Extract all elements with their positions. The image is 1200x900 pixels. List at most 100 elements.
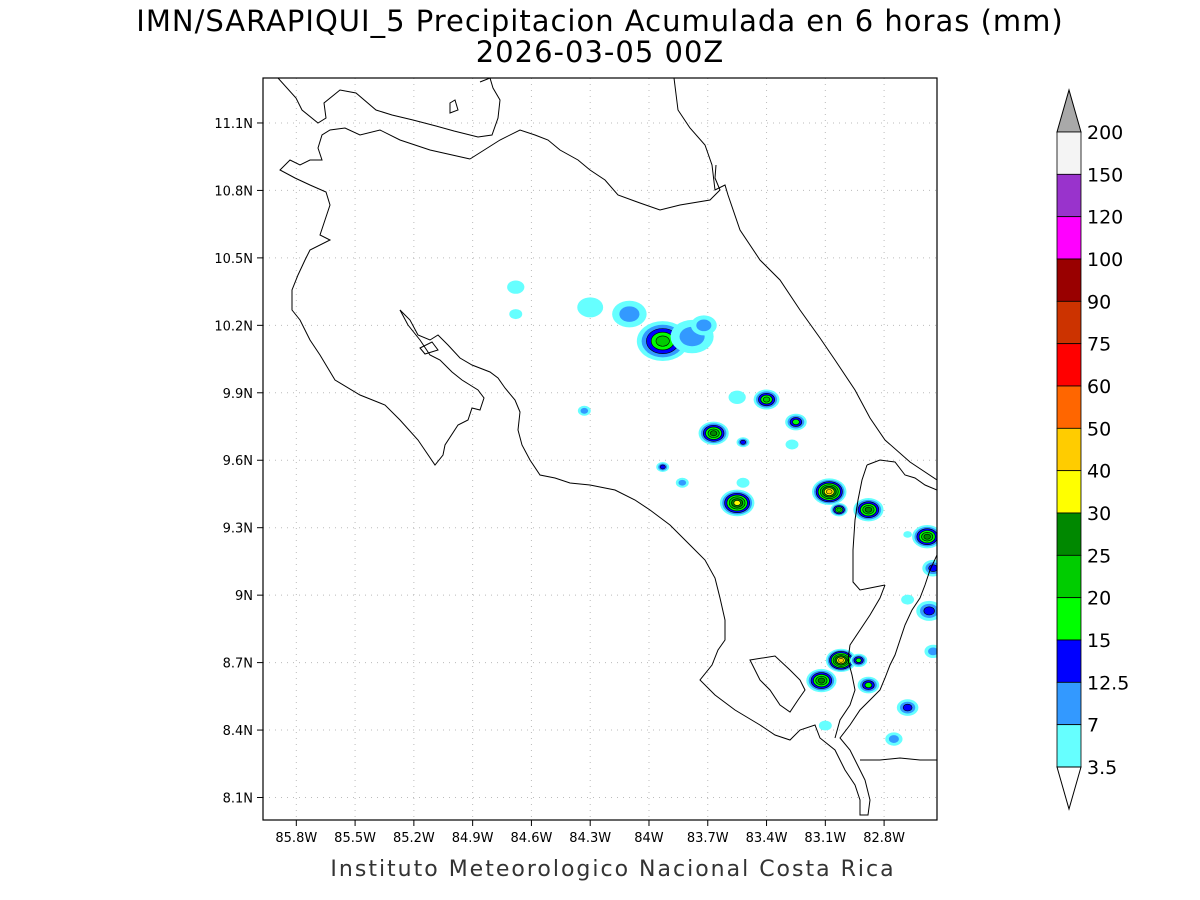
costa-rica-coastline xyxy=(749,655,806,713)
colorbar-swatch xyxy=(1056,173,1082,218)
precip-cell xyxy=(811,478,847,506)
costa-rica-coastline xyxy=(399,309,937,816)
precip-cell xyxy=(656,461,670,472)
y-tick-label: 9.3N xyxy=(223,522,253,537)
x-tick-label: 82.8W xyxy=(863,831,905,846)
map-gridlines xyxy=(263,78,937,820)
contour-band xyxy=(855,657,862,663)
contour-band xyxy=(762,396,771,403)
contour-band xyxy=(817,677,826,684)
colorbar-label: 25 xyxy=(1087,545,1111,567)
precip-cell xyxy=(924,644,937,659)
x-tick-label: 84.9W xyxy=(452,831,494,846)
precip-cell xyxy=(896,699,919,716)
country-border xyxy=(834,584,886,739)
contour-band xyxy=(785,439,799,450)
x-tick-label: 83.7W xyxy=(687,831,729,846)
colorbar-swatch xyxy=(1056,300,1082,345)
colorbar-label: 200 xyxy=(1087,122,1123,144)
colorbar-swatch xyxy=(1056,385,1082,429)
precip-cell xyxy=(507,280,525,294)
precip-cell xyxy=(853,498,884,522)
contour-band xyxy=(888,735,899,743)
x-tick-label: 83.4W xyxy=(746,831,788,846)
contour-band xyxy=(507,280,525,294)
colorbar-extend-top xyxy=(1056,88,1082,133)
precip-cell xyxy=(818,720,832,731)
colorbar-swatch xyxy=(1056,343,1082,387)
contour-band xyxy=(728,390,746,404)
colorbar-swatch xyxy=(1056,639,1082,683)
y-tick-label: 9N xyxy=(235,589,253,604)
country-border xyxy=(852,464,886,591)
contour-band xyxy=(736,477,750,488)
colorbar-legend: 200 150 120 100 90 75 60 50 40 30 25 20 15 12.5 7 3.5 xyxy=(1056,88,1129,811)
contour-band xyxy=(740,439,746,445)
y-tick-label: 8.4N xyxy=(223,724,253,739)
contour-band xyxy=(818,720,832,731)
colorbar-label: 90 xyxy=(1087,291,1111,313)
contour-band xyxy=(655,335,670,347)
x-tick-label: 84.3W xyxy=(569,831,611,846)
precip-cell xyxy=(825,648,857,673)
precip-cell xyxy=(912,525,937,549)
coastlines xyxy=(277,78,937,816)
costa-rica-coastline xyxy=(277,78,501,138)
map-plot-area xyxy=(263,78,937,820)
precipitation-contours xyxy=(507,280,937,746)
colorbar-label: 100 xyxy=(1087,249,1123,271)
precip-cell xyxy=(753,389,780,410)
contour-band xyxy=(928,647,937,656)
precip-cell xyxy=(736,477,750,488)
precip-cell xyxy=(690,315,717,336)
precip-cell xyxy=(698,421,729,445)
contour-band xyxy=(577,297,604,318)
costa-rica-coastline xyxy=(469,129,721,211)
y-tick-label: 11.1N xyxy=(214,117,253,132)
contour-band xyxy=(928,564,937,572)
colorbar-swatch xyxy=(1056,427,1082,472)
contour-band xyxy=(696,319,712,332)
costa-rica-coastline xyxy=(279,127,485,466)
colorbar-label: 75 xyxy=(1087,334,1111,356)
contour-band xyxy=(733,500,741,506)
precip-cell xyxy=(885,732,903,746)
contour-band xyxy=(509,309,523,320)
x-tick-label: 85.8W xyxy=(275,831,317,846)
colorbar-label: 40 xyxy=(1087,461,1111,483)
colorbar-label: 120 xyxy=(1087,207,1123,229)
contour-band xyxy=(902,703,913,712)
colorbar-label: 7 xyxy=(1087,715,1099,737)
colorbar-label: 3.5 xyxy=(1087,757,1117,779)
precip-cell xyxy=(785,439,799,450)
contour-band xyxy=(901,594,915,605)
colorbar-label: 150 xyxy=(1087,164,1123,186)
precip-cell xyxy=(785,413,807,431)
contour-band xyxy=(710,430,718,437)
colorbar-extend-bottom xyxy=(1056,766,1082,811)
contour-band xyxy=(659,464,666,470)
map-title-line2: 2026-03-05 00Z xyxy=(476,35,725,69)
map-title-line1: IMN/SARAPIQUI_5 Precipitacion Acumulada … xyxy=(136,4,1063,38)
x-tick-label: 83.1W xyxy=(804,831,846,846)
colorbar-swatch xyxy=(1056,554,1082,599)
contour-band xyxy=(923,533,931,540)
colorbar-swatch xyxy=(1056,512,1082,556)
x-tick-label: 84.6W xyxy=(511,831,553,846)
map-frame xyxy=(262,77,938,821)
colorbar-label: 15 xyxy=(1087,630,1111,652)
precip-cell xyxy=(916,600,937,621)
colorbar-swatch xyxy=(1056,597,1082,641)
y-tick-label: 10.2N xyxy=(214,319,253,334)
precip-cell xyxy=(901,594,915,605)
y-tick-label: 8.1N xyxy=(223,792,253,807)
latitude-axis: 11.1N 10.8N 10.5N 10.2N 9.9N 9.6N 9.3N 9N 8.7N 8.… xyxy=(214,117,263,807)
contour-band xyxy=(836,507,842,512)
precip-cell xyxy=(612,300,647,328)
x-tick-label: 85.5W xyxy=(334,831,376,846)
contour-band xyxy=(838,658,844,663)
y-tick-label: 9.6N xyxy=(223,454,253,469)
precip-cell xyxy=(830,503,848,517)
y-tick-label: 10.8N xyxy=(214,184,253,199)
